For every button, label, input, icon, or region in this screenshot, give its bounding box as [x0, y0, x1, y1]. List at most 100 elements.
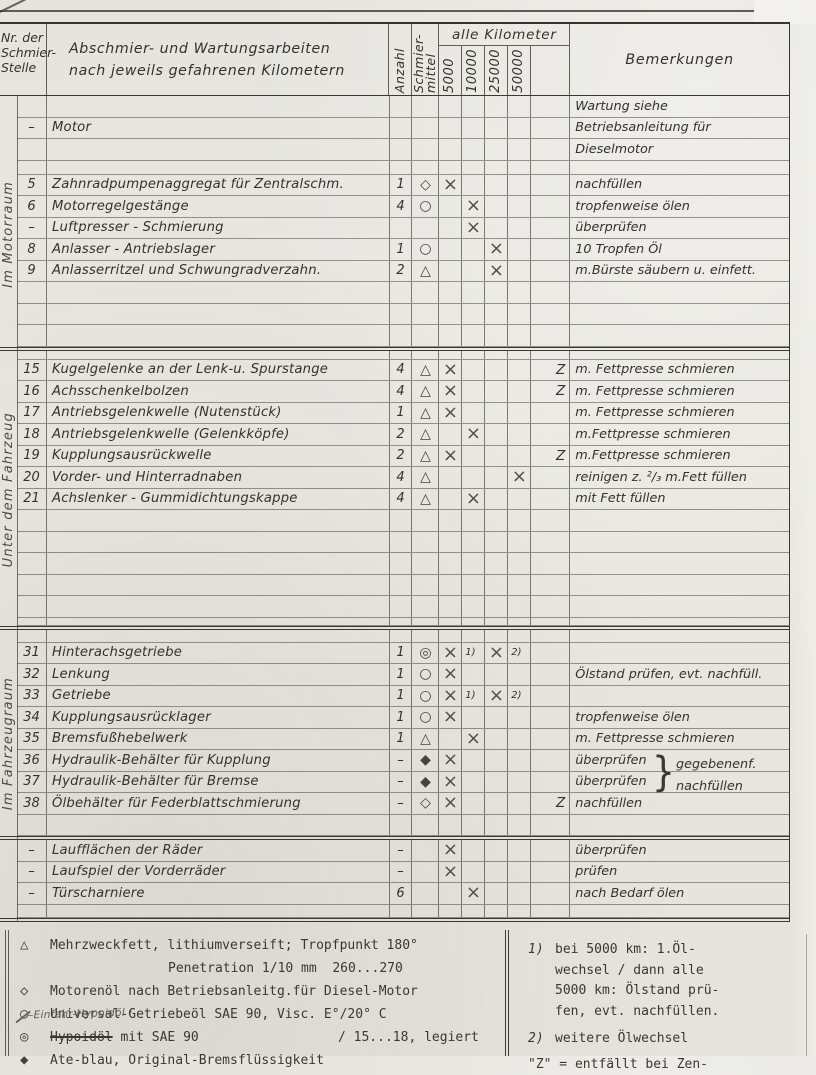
- cell-qty: [390, 118, 413, 139]
- cell-km-5000: ×: [439, 686, 462, 707]
- legend-grease: △Mehrzweckfett, lithiumverseift; Tropfpu…: [20, 934, 500, 957]
- table-row: [17, 282, 789, 304]
- cell-km-10000: ×: [462, 883, 485, 904]
- cell-task: [47, 630, 390, 642]
- cell-remark: nach Bedarf ölen: [570, 883, 789, 904]
- cell-km-5000: [439, 351, 462, 359]
- cell-qty: [390, 282, 413, 303]
- x-mark-icon: ×: [443, 451, 458, 461]
- header-km-intervals: 5000 10000 25000 50000: [439, 46, 569, 95]
- cell-km-10000: ×: [462, 489, 485, 510]
- cell-lubricant-symbol: [412, 96, 439, 117]
- cell-lubricant-symbol: [412, 575, 439, 596]
- lubricant-symbol-icon: △: [420, 405, 431, 421]
- x-mark-icon: ×: [489, 244, 504, 254]
- cell-lubricant-symbol: △: [412, 729, 439, 750]
- cell-task: Anlasserritzel und Schwungradverzahn.: [47, 261, 390, 282]
- cell-km-10000: ×: [462, 729, 485, 750]
- cell-lubricant-symbol: △: [412, 467, 439, 488]
- cell-nr: [17, 161, 47, 174]
- double-circle-icon: ◎: [20, 1026, 50, 1049]
- x-mark-icon: ×: [489, 648, 504, 658]
- cell-km-25000: [485, 139, 508, 160]
- cell-qty: [390, 815, 413, 836]
- table-row: Dieselmotor: [17, 139, 789, 161]
- cell-qty: [390, 905, 413, 917]
- x-mark-icon: ×: [466, 494, 481, 504]
- footnote-marker: 2): [511, 690, 527, 701]
- cell-task: [47, 575, 390, 596]
- cell-nr: 31: [17, 643, 47, 664]
- cell-km-25000: [485, 424, 508, 445]
- cell-km-25000: [485, 596, 508, 617]
- header-anzahl: Anzahl: [389, 24, 412, 95]
- cell-qty: [390, 510, 413, 531]
- cell-km-25000: [485, 403, 508, 424]
- table-row: Wartung siehe: [17, 96, 789, 118]
- header-z-column: [531, 46, 570, 95]
- table-row: [17, 510, 789, 532]
- lubricant-symbol-icon: ◆: [420, 774, 431, 790]
- cell-km-50000: [508, 218, 531, 239]
- x-mark-icon: ×: [443, 648, 458, 658]
- table-row: [17, 575, 789, 597]
- lubricant-symbol-icon: △: [420, 448, 431, 464]
- cell-task: Motorregelgestänge: [47, 196, 390, 217]
- cell-km-50000: [508, 510, 531, 531]
- cell-task: [47, 96, 390, 117]
- cell-km-50000: [508, 664, 531, 685]
- table-row: [17, 161, 789, 175]
- cell-km-10000: [462, 905, 485, 917]
- lubricant-symbol-icon: ○: [419, 198, 431, 214]
- lubricant-symbol-icon: ◆: [420, 752, 431, 768]
- cell-km-5000: [439, 553, 462, 574]
- cell-task: Kupplungsausrückwelle: [47, 446, 390, 467]
- cell-qty: 1: [390, 643, 413, 664]
- cell-task: Laufspiel der Vorderräder: [47, 862, 390, 883]
- cell-task: Getriebe: [47, 686, 390, 707]
- cell-nr: –: [17, 840, 47, 861]
- cell-km-25000: [485, 446, 508, 467]
- cell-km-50000: [508, 707, 531, 728]
- cell-remark: m. Fettpresse schmieren: [570, 403, 789, 424]
- triangle-icon: △: [20, 934, 50, 957]
- cell-km-25000: [485, 161, 508, 174]
- cell-remark: [570, 815, 789, 836]
- cell-task: Zahnradpumpenaggregat für Zentralschm.: [47, 175, 390, 196]
- cell-remark: [570, 575, 789, 596]
- cell-km-25000: [485, 489, 508, 510]
- x-mark-icon: ×: [466, 888, 481, 898]
- cell-z-mark: [531, 118, 570, 139]
- cell-remark: [570, 553, 789, 574]
- cell-km-25000: [485, 840, 508, 861]
- cell-z-mark: Z: [531, 381, 570, 402]
- cell-z-mark: [531, 403, 570, 424]
- cell-z-mark: Z: [531, 446, 570, 467]
- brace-label-2: nachfüllen: [676, 779, 743, 794]
- cell-nr: [17, 351, 47, 359]
- cell-qty: [390, 218, 413, 239]
- cell-km-50000: [508, 96, 531, 117]
- cell-km-5000: [439, 325, 462, 346]
- cell-qty: [390, 304, 413, 325]
- cell-nr: 34: [17, 707, 47, 728]
- cell-nr: [17, 596, 47, 617]
- section-label-fahrzeugraum: Im Fahrzeugraum: [0, 652, 16, 836]
- cell-km-5000: ×: [439, 446, 462, 467]
- cell-qty: 1: [390, 239, 413, 260]
- cell-nr: 20: [17, 467, 47, 488]
- cell-lubricant-symbol: [412, 532, 439, 553]
- cell-task: Luftpresser - Schmierung: [47, 218, 390, 239]
- cell-km-10000: [462, 304, 485, 325]
- cell-z-mark: [531, 883, 570, 904]
- cell-km-10000: [462, 664, 485, 685]
- cell-z-mark: [531, 862, 570, 883]
- section-label-unter-dem-fahrzeug: Unter dem Fahrzeug: [0, 368, 16, 612]
- cell-nr: 19: [17, 446, 47, 467]
- cell-task: [47, 351, 390, 359]
- cell-lubricant-symbol: [412, 553, 439, 574]
- cell-nr: 5: [17, 175, 47, 196]
- cell-remark: [570, 304, 789, 325]
